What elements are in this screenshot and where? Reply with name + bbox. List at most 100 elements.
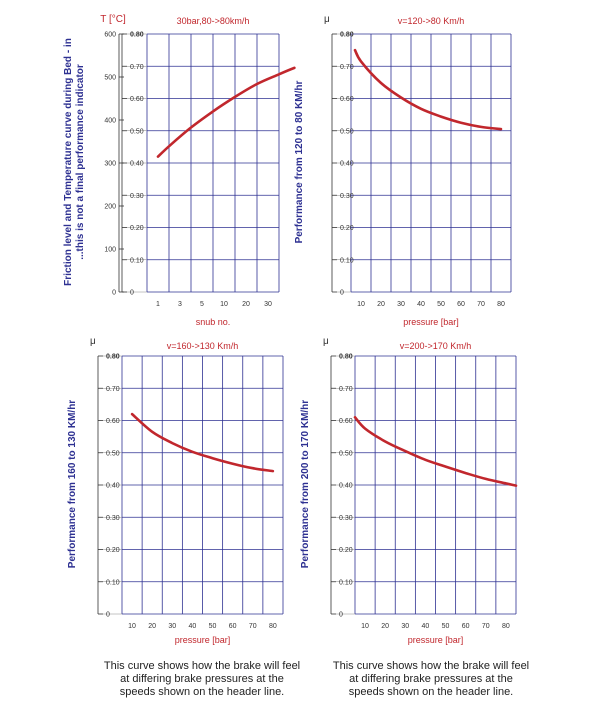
chart4-y-tick-label: 0: [339, 612, 343, 619]
chart1-y-tick-label: 0.70: [130, 64, 144, 71]
chart2-y-tick-label: 0: [340, 290, 344, 297]
chart2-y-tick-label: 0.40: [340, 161, 354, 168]
chart1-temp-tick-label: 100: [104, 247, 116, 254]
chart4-x-tick-label: 70: [482, 623, 490, 630]
chart1-temp-tick-label: 0: [112, 290, 116, 297]
chart4-x-tick-label: 50: [442, 623, 450, 630]
chart2-x-tick-label: 30: [397, 301, 405, 308]
caption-right: This curve shows how the brake will feel…: [321, 660, 541, 699]
chart1-temp-tick-label: 300: [104, 161, 116, 168]
chart2-y-tick-label: 0.20: [340, 225, 354, 232]
chart4-mu-symbol: μ: [323, 336, 329, 347]
chart4-y-tick-label: 0.40: [339, 483, 353, 490]
chart3-x-tick-label: 10: [128, 623, 136, 630]
chart2-mu-symbol: μ: [324, 14, 330, 25]
chart3-x-tick-label: 50: [209, 623, 217, 630]
chart3-y-tick-label: 0.60: [106, 418, 120, 425]
caption-left-line-2: at differing brake pressures at the: [120, 673, 284, 685]
chart1-x-tick-label: 1: [156, 301, 160, 308]
chart1-x-tick-label: 20: [242, 301, 250, 308]
chart4-x-tick-label: 10: [361, 623, 369, 630]
chart2-x-tick-label: 20: [377, 301, 385, 308]
chart4-y-tick-label: 0.70: [339, 386, 353, 393]
chart3-mu-symbol: μ: [90, 336, 96, 347]
chart1-x-tick-label: 30: [264, 301, 272, 308]
caption-left-line-3: speeds shown on the header line.: [119, 686, 285, 698]
chart4-y-tick-label: 0.60: [339, 418, 353, 425]
chart1-y-tick-label: 0.20: [130, 225, 144, 232]
chart2-y-tick-label: 0.30: [340, 193, 354, 200]
chart2-x-tick-label: 80: [497, 301, 505, 308]
chart4-x-tick-label: 60: [462, 623, 470, 630]
chart3-y-tick-label: 0.40: [106, 483, 120, 490]
chart2-y-tick-label: 0.60: [340, 96, 354, 103]
chart1-y-tick-label: 0.80: [130, 32, 144, 39]
caption-right-line-2: at differing brake pressures at the: [349, 673, 513, 685]
chart1-curve: [156, 66, 296, 158]
chart1-y-tick-label: 0.10: [130, 257, 144, 264]
chart3-y-tick-label: 0.70: [106, 386, 120, 393]
chart1-y-tick-label: 0.60: [130, 96, 144, 103]
caption-left-line-1: This curve shows how the brake will feel: [103, 660, 301, 672]
chart3-y-tick-label: 0.30: [106, 515, 120, 522]
chart1-x-tick-label: 10: [220, 301, 228, 308]
chart3-title: v=160->130 Km/h: [167, 341, 239, 351]
chart4-x-tick-label: 20: [381, 623, 389, 630]
chart2-x-tick-label: 10: [357, 301, 365, 308]
chart3-y-tick-label: 0.50: [106, 450, 120, 457]
caption-right-line-1: This curve shows how the brake will feel: [332, 660, 530, 672]
caption-right-line-3: speeds shown on the header line.: [348, 686, 514, 698]
chart1-temp-tick-label: 600: [104, 32, 116, 39]
chart3-x-tick-label: 60: [229, 623, 237, 630]
chart4-x-tick-label: 30: [401, 623, 409, 630]
chart2-y-tick-label: 0.50: [340, 128, 354, 135]
chart4-curve: [353, 416, 518, 487]
chart3-x-tick-label: 70: [249, 623, 257, 630]
chart3-x-tick-label: 80: [269, 623, 277, 630]
chart2-curve: [353, 48, 503, 131]
chart4-y-tick-label: 0.30: [339, 515, 353, 522]
chart1-temp-symbol: T [°C]: [100, 14, 126, 25]
chart4-ylabel-line: Performance from 200 to 170 KM/hr: [300, 400, 311, 568]
chart1-y-tick-label: 0.30: [130, 193, 144, 200]
chart2-x-tick-label: 50: [437, 301, 445, 308]
chart3-y-tick-label: 0.20: [106, 547, 120, 554]
chart1-temp-tick-label: 400: [104, 118, 116, 125]
chart3-y-tick-label: 0.80: [106, 354, 120, 361]
chart2-y-tick-label: 0.70: [340, 64, 354, 71]
chart2-x-tick-label: 60: [457, 301, 465, 308]
chart3-curve: [130, 412, 275, 473]
chart3-y-tick-label: 0.10: [106, 579, 120, 586]
chart1-y-tick-label: 0.40: [130, 161, 144, 168]
chart4-title: v=200->170 Km/h: [400, 341, 472, 351]
chart4-x-tick-label: 80: [502, 623, 510, 630]
chart3-x-tick-label: 40: [189, 623, 197, 630]
chart2-y-tick-label: 0.10: [340, 257, 354, 264]
chart4-y-tick-label: 0.10: [339, 579, 353, 586]
chart3-xlabel: pressure [bar]: [175, 635, 231, 645]
chart2-y-tick-label: 0.80: [340, 32, 354, 39]
chart4-y-tick-label: 0.20: [339, 547, 353, 554]
chart1-y-tick-label: 0: [130, 290, 134, 297]
chart1-ylabel-line: Friction level and Temperature curve dur…: [63, 38, 74, 286]
chart4-xlabel: pressure [bar]: [408, 635, 464, 645]
chart1-temp-tick-label: 500: [104, 75, 116, 82]
chart1-ylabel-line: ...this is not a final performance indic…: [75, 64, 86, 260]
chart1-xlabel: snub no.: [196, 317, 231, 327]
chart4-x-tick-label: 40: [422, 623, 430, 630]
chart2-title: v=120->80 Km/h: [398, 16, 465, 26]
chart1-x-tick-label: 3: [178, 301, 182, 308]
chart4-y-tick-label: 0.80: [339, 354, 353, 361]
caption-left: This curve shows how the brake will feel…: [92, 660, 312, 699]
chart2-x-tick-label: 40: [417, 301, 425, 308]
chart1-temp-tick-label: 200: [104, 204, 116, 211]
chart2-x-tick-label: 70: [477, 301, 485, 308]
chart1-x-tick-label: 5: [200, 301, 204, 308]
chart3-x-tick-label: 20: [148, 623, 156, 630]
chart3-x-tick-label: 30: [168, 623, 176, 630]
chart1-y-tick-label: 0.50: [130, 128, 144, 135]
chart2-xlabel: pressure [bar]: [403, 317, 459, 327]
chart3-y-tick-label: 0: [106, 612, 110, 619]
chart2-ylabel-line: Performance from 120 to 80 KM/hr: [294, 80, 305, 243]
